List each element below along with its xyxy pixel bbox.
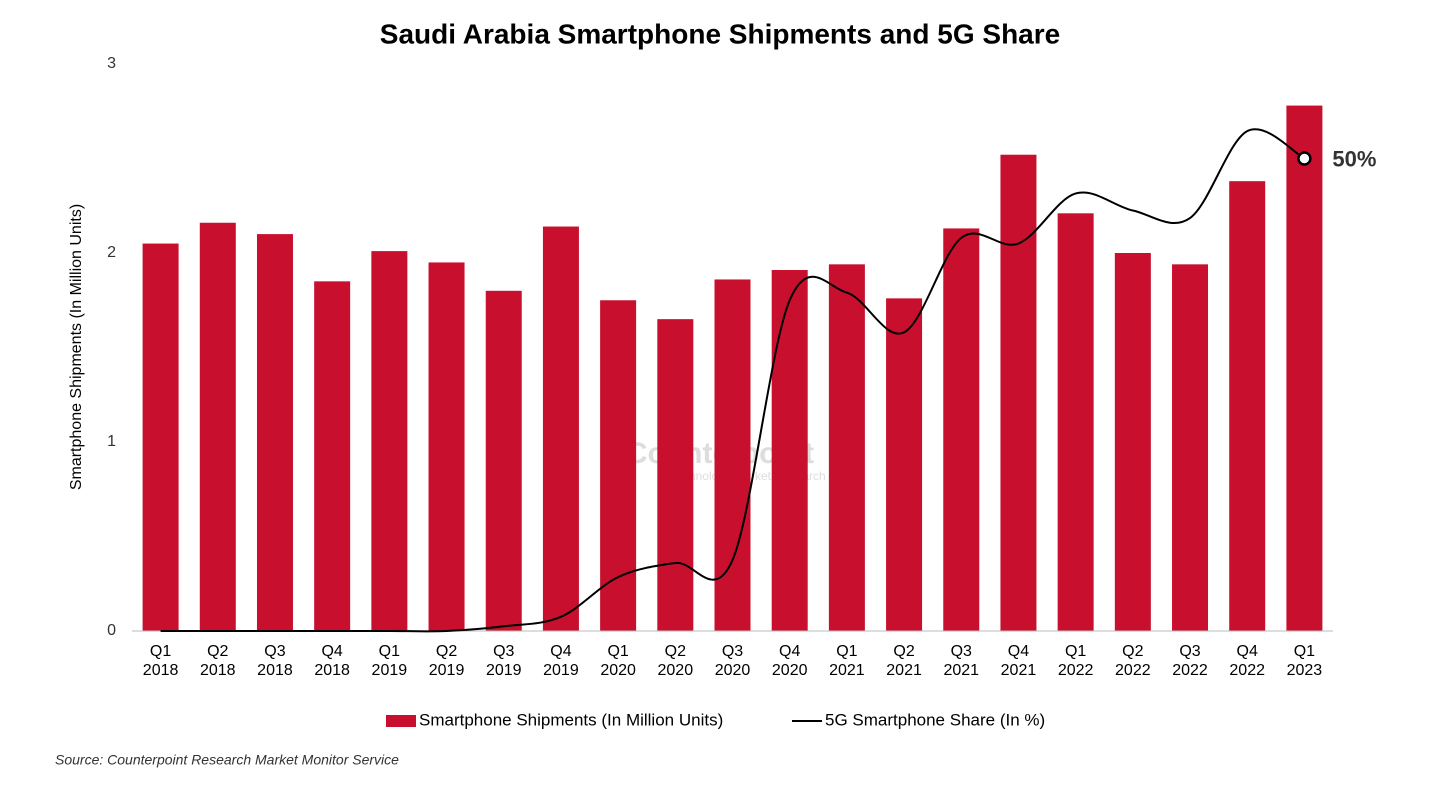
x-tick-label: Q1 2023	[1286, 643, 1323, 679]
x-tick-label: Q4 2021	[1000, 643, 1037, 679]
line	[160, 128, 1305, 633]
point-marker	[1297, 151, 1312, 166]
x-tick-label: Q3 2021	[943, 643, 980, 679]
bar	[371, 251, 408, 632]
x-tick-label: Q1 2020	[600, 643, 636, 679]
y-tick-label: 1	[107, 433, 116, 450]
bar	[943, 228, 980, 631]
source: Source: Counterpoint Research Market Mon…	[55, 752, 399, 768]
x-tick-label: Q2 2018	[199, 643, 236, 679]
legend-label: 5G Smartphone Share (In %)	[825, 710, 1045, 729]
bar	[542, 226, 579, 632]
x-tick-label: Q1 2021	[829, 643, 865, 679]
legend-label: Smartphone Shipments (In Million Units)	[419, 710, 723, 729]
x-tick-label: Q1 2022	[1057, 643, 1094, 679]
x-tick-label: Q2 2022	[1115, 643, 1151, 679]
bar	[314, 281, 351, 631]
bar	[600, 300, 637, 631]
x-tick-label: Q4 2019	[543, 643, 579, 679]
legend-swatch	[386, 715, 416, 727]
bar	[771, 270, 808, 631]
bar	[1114, 253, 1151, 631]
bar	[142, 243, 179, 632]
x-tick-label: Q3 2020	[714, 643, 751, 679]
bar	[714, 279, 751, 631]
bar	[428, 262, 465, 631]
bar	[1172, 264, 1209, 631]
y-axis-label: Smartphone Shipments (In Million Units)	[68, 204, 85, 490]
x-tick-label: Q2 2020	[657, 643, 694, 679]
bar	[1286, 105, 1323, 631]
x-tick-label: Q3 2019	[485, 643, 522, 679]
bar	[1057, 213, 1094, 631]
x-tick-label: Q1 2019	[371, 643, 408, 679]
bar	[1000, 154, 1037, 631]
y-tick-label: 2	[107, 244, 116, 261]
x-tick-label: Q1 2018	[142, 643, 179, 679]
x-tick-label: Q2 2021	[886, 643, 922, 679]
y-tick-label: 3	[107, 55, 116, 72]
bar	[657, 319, 694, 631]
x-tick-label: Q4 2022	[1229, 643, 1265, 679]
chart-title: Saudi Arabia Smartphone Shipments and 5G…	[380, 18, 1060, 49]
x-tick-label: Q3 2018	[257, 643, 293, 679]
x-tick-label: Q4 2020	[771, 643, 808, 679]
bar	[199, 222, 236, 631]
bar	[1229, 181, 1266, 631]
bar	[828, 264, 865, 631]
x-tick-label: Q2 2019	[428, 643, 465, 679]
x-tick-label: Q3 2022	[1172, 643, 1208, 679]
y-tick-label: 0	[107, 622, 116, 639]
x-tick-label: Q4 2018	[314, 643, 350, 679]
bar	[485, 290, 522, 631]
bar	[886, 298, 923, 631]
data-label: 50%	[1332, 146, 1376, 171]
bar	[256, 234, 293, 631]
